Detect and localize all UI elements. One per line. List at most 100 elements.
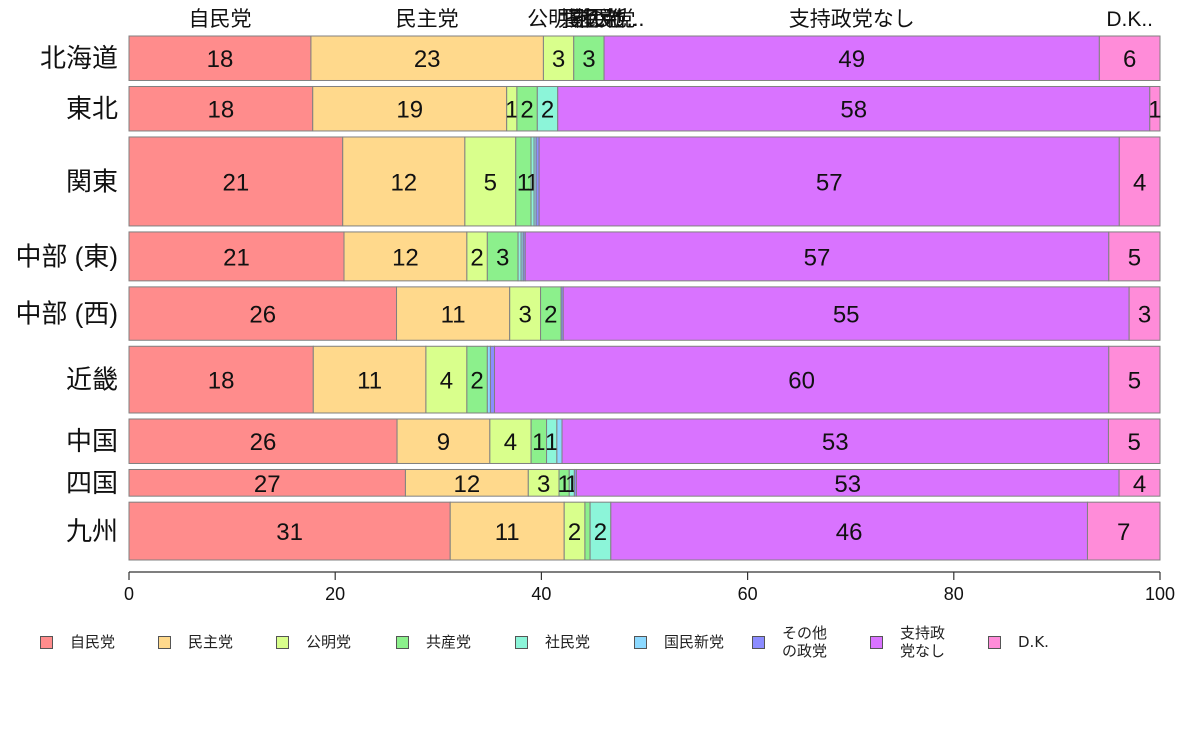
data-label: 1 [517, 169, 530, 196]
bar-segment [603, 35, 1100, 81]
legend-swatch [276, 635, 289, 649]
data-label: 3 [1138, 302, 1151, 329]
bar-segment [1098, 35, 1161, 81]
data-label: 1 [1148, 97, 1161, 124]
data-label: 12 [390, 169, 417, 196]
bar-segment [425, 345, 468, 414]
bar-segment [561, 418, 1109, 464]
bar-segment [562, 286, 1130, 341]
legend-item-nashi: 支持政 党なし [870, 620, 945, 664]
top-category-label: 支持政党なし [789, 8, 915, 31]
top-category-label: 共産党 [557, 8, 620, 31]
x-tick-label: 100 [1145, 584, 1175, 604]
bar-segment [312, 85, 508, 132]
data-label: 23 [414, 46, 441, 73]
data-label: 2 [470, 368, 483, 395]
data-label: 2 [470, 244, 483, 271]
bar-segment [610, 501, 1088, 561]
data-label: 5 [1128, 368, 1141, 395]
legend-swatch [634, 635, 647, 649]
x-tick-label: 20 [325, 584, 345, 604]
top-category-label: 社民党 [573, 8, 636, 31]
data-label: 11 [495, 519, 520, 546]
data-label: 3 [537, 471, 550, 498]
data-label: 9 [437, 429, 450, 456]
data-label: 1 [557, 471, 570, 498]
x-tick-label: 0 [124, 584, 134, 604]
bar-segment [128, 231, 345, 282]
legend-swatch [158, 635, 171, 649]
top-category-label: D.K.. [1106, 8, 1153, 31]
data-label: 4 [1133, 169, 1146, 196]
data-label: 58 [840, 97, 867, 124]
data-label: 60 [788, 368, 815, 395]
legend-item-kokuminshin: 国民新党 [634, 620, 724, 664]
legend-item-jimin: 自民党 [40, 620, 115, 664]
data-label: 4 [440, 368, 453, 395]
legend-label: 自民党 [70, 633, 116, 651]
legend: 自民党 民主党 公明党 共産党 社民党 国民新党 その他 の政党 支持政 党なし D… [30, 620, 1170, 670]
category-label: 中部 (西) [15, 299, 118, 329]
legend-label: 国民新党 [664, 633, 725, 651]
bar-segment [509, 286, 542, 341]
data-label: 5 [1128, 429, 1141, 456]
bar-segment [128, 501, 451, 561]
category-label: 近畿 [66, 365, 118, 395]
legend-item-sonota: その他 の政党 [752, 620, 827, 664]
top-category-label: 国民新... [564, 8, 645, 31]
bar-segment [128, 345, 314, 414]
top-category-label: 民主党 [396, 8, 459, 31]
legend-swatch [396, 635, 409, 649]
data-label: 3 [552, 46, 565, 73]
data-label: 12 [392, 244, 419, 271]
data-label: 27 [254, 471, 281, 498]
bar-segment [128, 468, 406, 497]
data-label: 6 [1123, 46, 1136, 73]
bar-segment [396, 418, 491, 464]
bar-segment [464, 136, 517, 227]
data-label: 2 [541, 97, 554, 124]
bar-segment [538, 136, 1120, 227]
bar-segment [542, 35, 575, 81]
bar-segment [312, 345, 427, 414]
data-label: 5 [1128, 244, 1141, 271]
x-tick-label: 60 [738, 584, 758, 604]
legend-item-kyosan: 共産党 [396, 620, 471, 664]
legend-label: 民主党 [188, 633, 234, 651]
legend-label: 社民党 [545, 633, 591, 651]
bar-segment [556, 418, 563, 464]
data-label: 26 [249, 302, 276, 329]
bar-segment [1086, 501, 1161, 561]
data-label: 4 [1133, 471, 1146, 498]
bar-segment [489, 345, 496, 414]
data-label: 1 [532, 429, 545, 456]
data-label: 57 [804, 244, 831, 271]
data-label: 21 [223, 169, 250, 196]
data-label: 18 [207, 46, 234, 73]
legend-label: 支持政 党なし [900, 624, 946, 660]
legend-item-dk: D.K. [988, 620, 1049, 664]
category-label: 北海道 [40, 43, 118, 73]
top-category-label: その他... [564, 8, 645, 31]
data-label: 11 [441, 302, 466, 329]
legend-item-minshu: 民主党 [158, 620, 233, 664]
bar-segment [404, 468, 529, 497]
bar-segment [489, 418, 532, 464]
bar-segment [128, 136, 344, 227]
bar-segment [1108, 231, 1161, 282]
data-label: 11 [357, 368, 382, 395]
bar-segment [128, 418, 398, 464]
bar-segment [575, 468, 1120, 497]
bar-segment [527, 468, 560, 497]
data-label: 3 [518, 302, 531, 329]
bar-segment [1118, 136, 1161, 227]
x-tick-label: 80 [944, 584, 964, 604]
legend-swatch [870, 635, 883, 649]
bar-segment [1108, 345, 1161, 414]
bar-segment [449, 501, 565, 561]
data-label: 18 [208, 97, 235, 124]
legend-swatch [515, 635, 528, 649]
data-label: 4 [504, 429, 517, 456]
